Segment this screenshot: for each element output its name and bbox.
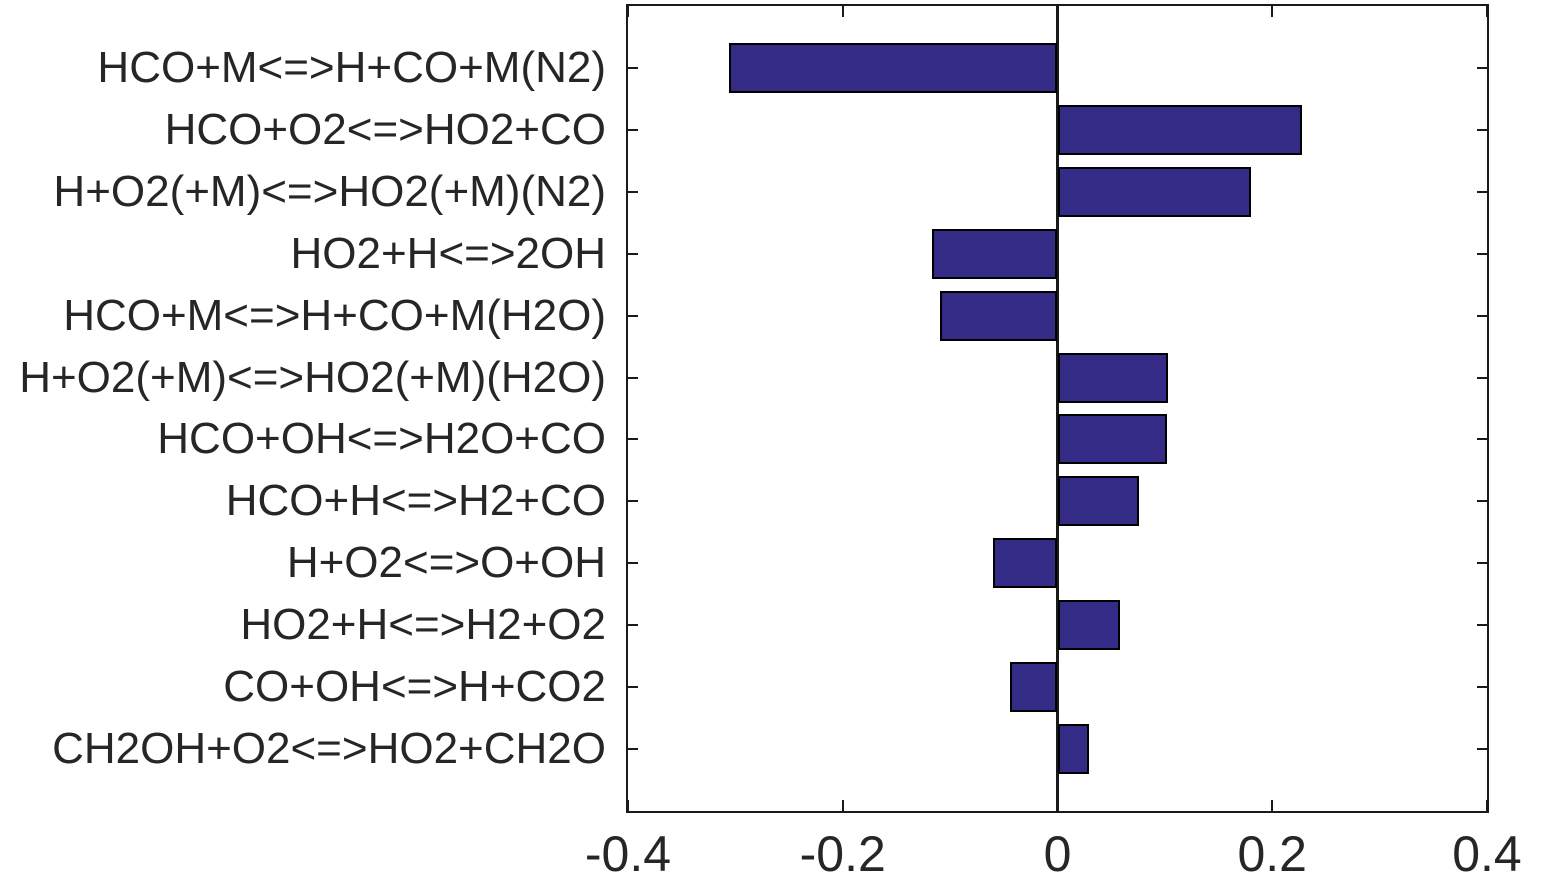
y-tick-right <box>1477 376 1487 379</box>
y-tick-right <box>1477 190 1487 193</box>
y-category-label: HCO+M<=>H+CO+M(H2O) <box>63 290 606 340</box>
bar <box>940 290 1058 341</box>
y-category-label: H+O2(+M)<=>HO2(+M)(H2O) <box>19 352 606 402</box>
bar <box>728 42 1058 93</box>
x-tick <box>1486 800 1488 811</box>
y-tick-left <box>628 686 638 689</box>
x-tick <box>841 800 844 811</box>
y-category-label: HO2+H<=>H2+O2 <box>240 600 606 650</box>
y-tick-left <box>628 748 638 751</box>
y-category-label: HCO+H<=>H2+CO <box>225 476 606 526</box>
y-tick-right <box>1477 748 1487 751</box>
x-tick-top <box>627 6 629 17</box>
y-tick-right <box>1477 500 1487 503</box>
y-category-label: CO+OH<=>H+CO2 <box>223 662 606 712</box>
y-tick-right <box>1477 562 1487 565</box>
bar <box>1057 352 1169 403</box>
y-tick-right <box>1477 128 1487 131</box>
y-category-label: HCO+O2<=>HO2+CO <box>164 104 606 154</box>
plot-area <box>626 4 1489 813</box>
bar <box>1057 600 1120 651</box>
y-tick-right <box>1477 624 1487 627</box>
y-tick-right <box>1477 314 1487 317</box>
y-tick-right <box>1477 438 1487 441</box>
y-tick-left <box>628 252 638 255</box>
bar <box>1057 166 1251 217</box>
y-tick-right <box>1477 66 1487 69</box>
bar <box>993 538 1058 589</box>
y-category-label: H+O2<=>O+OH <box>286 538 606 588</box>
x-tick-top <box>1271 6 1274 17</box>
x-tick-top <box>1056 6 1059 17</box>
x-tick-label: 0 <box>1043 826 1072 882</box>
y-tick-left <box>628 66 638 69</box>
x-tick-label: 0.2 <box>1237 826 1307 882</box>
bar <box>1010 662 1058 713</box>
bar <box>1057 414 1168 465</box>
y-tick-left <box>628 624 638 627</box>
bar <box>1057 476 1140 527</box>
x-tick <box>1271 800 1274 811</box>
y-category-label: HCO+OH<=>H2O+CO <box>157 414 606 464</box>
y-tick-right <box>1477 252 1487 255</box>
x-tick-label: -0.2 <box>799 826 886 882</box>
y-category-label: HO2+H<=>2OH <box>290 228 607 278</box>
x-tick <box>627 800 629 811</box>
y-category-label: HCO+M<=>H+CO+M(N2) <box>97 42 606 92</box>
y-tick-left <box>628 500 638 503</box>
bar <box>1057 724 1089 775</box>
x-tick-top <box>841 6 844 17</box>
zero-baseline <box>1056 6 1059 811</box>
bar <box>1057 104 1303 155</box>
y-tick-left <box>628 562 638 565</box>
y-tick-left <box>628 438 638 441</box>
y-tick-left <box>628 314 638 317</box>
y-tick-right <box>1477 686 1487 689</box>
y-tick-left <box>628 190 638 193</box>
y-tick-left <box>628 376 638 379</box>
x-tick-label: -0.4 <box>584 826 672 882</box>
y-tick-left <box>628 128 638 131</box>
x-tick <box>1056 800 1059 811</box>
y-category-label: CH2OH+O2<=>HO2+CH2O <box>52 724 606 774</box>
x-tick-label: 0.4 <box>1452 826 1522 882</box>
y-category-label: H+O2(+M)<=>HO2(+M)(N2) <box>53 166 606 216</box>
bar <box>931 228 1058 279</box>
x-tick-top <box>1486 6 1488 17</box>
